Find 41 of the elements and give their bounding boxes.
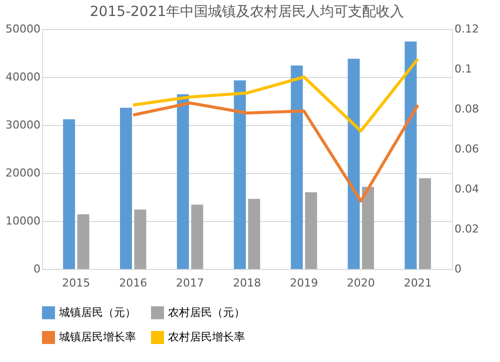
y-tick-label: 20000 xyxy=(6,166,40,180)
bar xyxy=(290,65,303,269)
bar xyxy=(120,108,132,269)
x-tick-label: 2016 xyxy=(119,276,148,290)
y-tick-label: 10000 xyxy=(6,214,40,228)
y2-tick-label: 0 xyxy=(454,262,462,276)
y-tick-label: 40000 xyxy=(6,70,40,84)
y2-tick-label: 0.1 xyxy=(454,62,472,76)
bar xyxy=(362,186,374,269)
x-tick-label: 2019 xyxy=(290,276,318,290)
bar xyxy=(418,178,431,269)
line-series xyxy=(132,58,420,132)
x-tick-label: 2018 xyxy=(233,276,261,290)
legend-label: 农村居民增长率 xyxy=(168,330,245,344)
chart-title: 2015-2021年中国城镇及农村居民人均可支配收入 xyxy=(90,4,404,20)
bar xyxy=(248,198,260,269)
bar xyxy=(77,214,90,269)
y2-tick-label: 0.08 xyxy=(454,102,479,116)
y-tick-label: 30000 xyxy=(6,118,40,132)
bar xyxy=(348,58,360,269)
line-series xyxy=(132,102,420,202)
bar xyxy=(234,80,246,269)
legend-label: 农村居民（元） xyxy=(168,306,245,319)
legend-label: 城镇居民增长率 xyxy=(58,330,136,344)
bar xyxy=(63,119,76,269)
y2-tick-label: 0.04 xyxy=(454,182,479,196)
x-tick-label: 2015 xyxy=(62,276,90,290)
y-tick-label: 50000 xyxy=(6,22,40,36)
bar xyxy=(404,41,417,269)
legend-label: 城镇居民（元） xyxy=(58,306,136,319)
bar xyxy=(134,209,146,269)
y2-tick-label: 0.02 xyxy=(454,222,479,236)
y2-tick-label: 0.12 xyxy=(454,22,479,36)
x-tick-label: 2020 xyxy=(346,276,375,290)
y-tick-label: 0 xyxy=(34,262,40,276)
bar xyxy=(305,192,318,269)
bar xyxy=(191,204,204,269)
bar xyxy=(176,94,189,269)
y2-tick-label: 0.06 xyxy=(454,142,479,156)
x-tick-label: 2017 xyxy=(176,276,204,290)
x-tick-label: 2021 xyxy=(404,276,432,290)
